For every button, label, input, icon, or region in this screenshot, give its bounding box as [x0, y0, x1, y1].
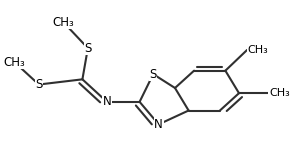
Text: N: N: [102, 95, 111, 108]
Text: S: S: [35, 78, 43, 91]
Text: S: S: [84, 42, 92, 55]
Text: CH₃: CH₃: [247, 45, 268, 55]
Text: CH₃: CH₃: [53, 16, 74, 29]
Text: S: S: [150, 68, 157, 81]
Text: N: N: [154, 118, 163, 131]
Text: CH₃: CH₃: [269, 88, 290, 98]
Text: CH₃: CH₃: [4, 56, 25, 69]
